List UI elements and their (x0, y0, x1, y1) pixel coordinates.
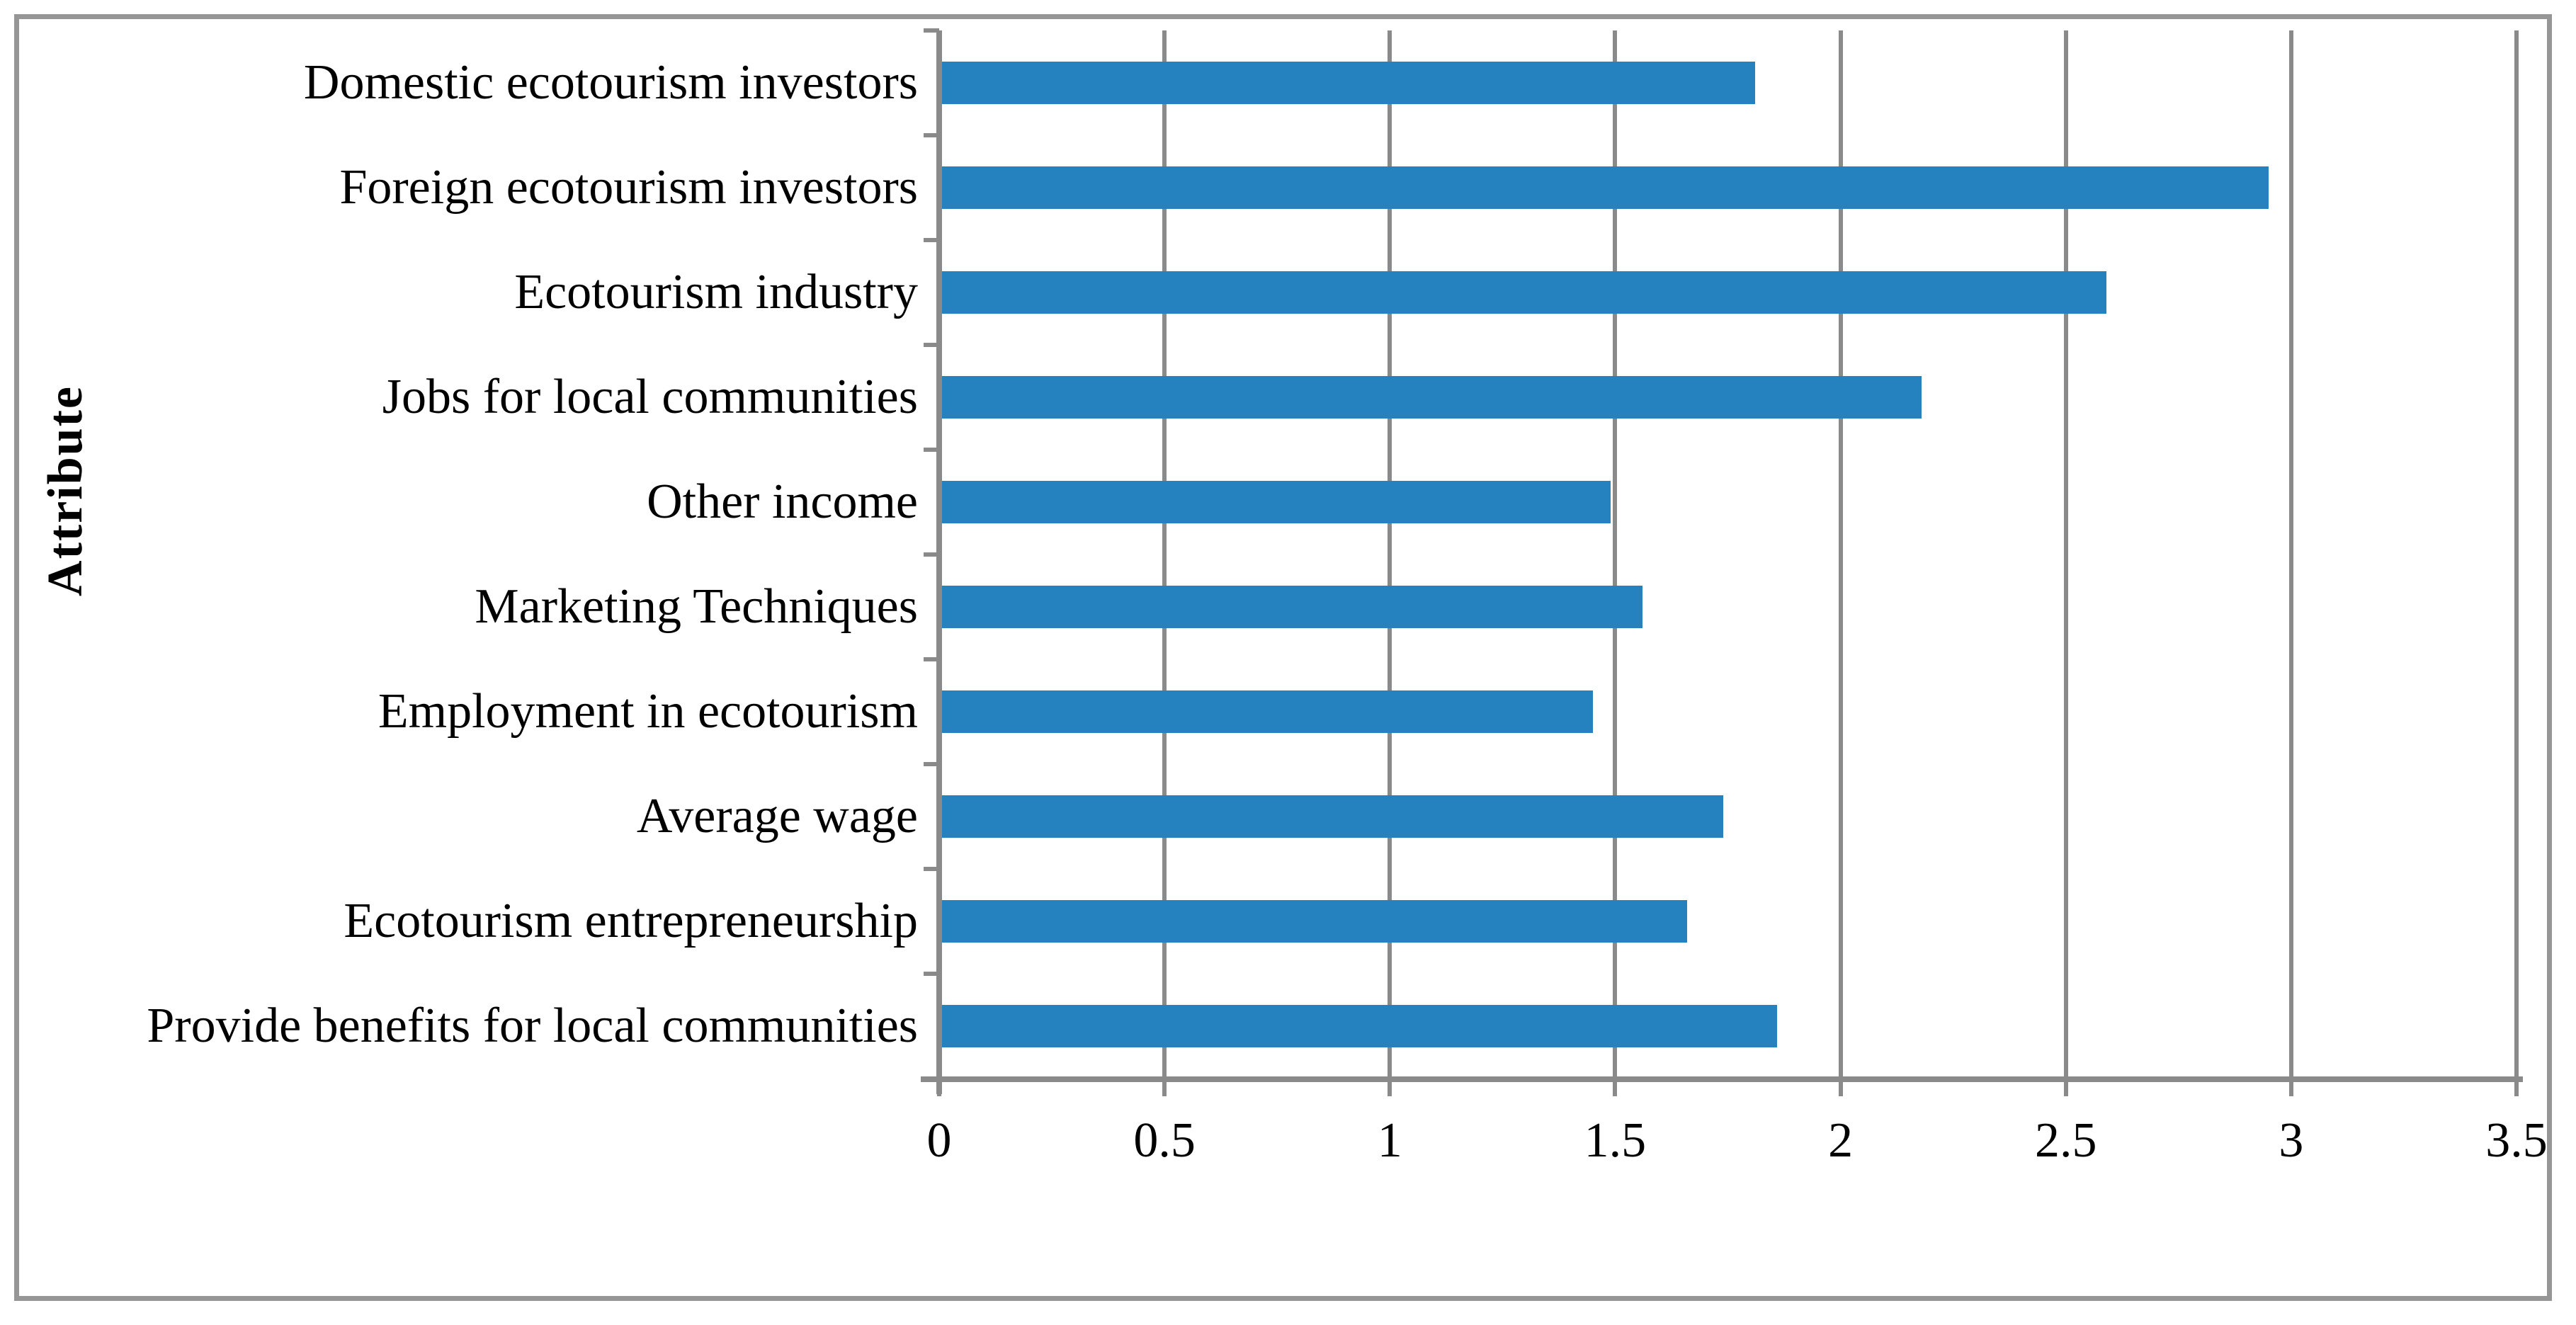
y-axis-tick (924, 238, 939, 242)
y-axis-tick (924, 867, 939, 871)
bar (939, 690, 1593, 733)
x-axis-tick (1838, 1082, 1843, 1096)
x-tick-label: 0 (926, 1113, 952, 1168)
x-tick-label: 1.5 (1584, 1113, 1647, 1168)
category-label: Employment in ecotourism (378, 684, 918, 739)
x-axis-tick (2063, 1082, 2068, 1096)
x-tick-label: 3 (2279, 1113, 2304, 1168)
bar (939, 481, 1611, 523)
gridline (1162, 30, 1167, 1079)
y-axis-tick (924, 133, 939, 137)
x-tick-label: 3.5 (2485, 1113, 2548, 1168)
y-axis-tick (924, 1076, 939, 1081)
y-axis-tick (924, 762, 939, 766)
category-label: Domestic ecotourism investors (303, 55, 918, 110)
bar (939, 271, 2106, 314)
category-label: Average wage (636, 789, 918, 843)
bar (939, 376, 1922, 419)
category-labels-column: Domestic ecotourism investors Foreign eco… (28, 30, 918, 1079)
x-tick-label: 2.5 (2034, 1113, 2097, 1168)
y-axis-tick (924, 552, 939, 557)
y-axis-tick (924, 657, 939, 661)
category-label: Ecotourism industry (514, 265, 918, 319)
x-axis-tick (1613, 1082, 1618, 1096)
y-axis-tick (924, 343, 939, 347)
bar (939, 62, 1755, 104)
bar (939, 900, 1688, 943)
gridline (2288, 30, 2293, 1079)
bar (939, 166, 2269, 209)
y-axis-tick (924, 448, 939, 452)
gridline (2063, 30, 2068, 1079)
gridline (2514, 30, 2519, 1079)
x-axis-tick (2288, 1082, 2293, 1096)
y-axis-line (936, 30, 942, 1094)
category-label: Ecotourism entrepreneurship (344, 894, 918, 948)
x-tick-label: 0.5 (1133, 1113, 1196, 1168)
x-tick-label: 1 (1377, 1113, 1402, 1168)
gridline (1838, 30, 1843, 1079)
category-label: Foreign ecotourism investors (339, 160, 918, 215)
gridline (1613, 30, 1618, 1079)
bar (939, 586, 1642, 628)
x-axis-line (921, 1076, 2523, 1082)
chart-outer-frame (14, 14, 2552, 1301)
x-tick-label: 2 (1828, 1113, 1854, 1168)
y-axis-tick (924, 28, 939, 33)
x-tick-labels-row: 0 0.5 1 1.5 2 2.5 3 3.5 (927, 1113, 2548, 1177)
x-axis-tick (1388, 1082, 1392, 1096)
category-label: Other income (647, 474, 918, 529)
bar (939, 1005, 1778, 1047)
x-axis-tick (1162, 1082, 1167, 1096)
category-label: Marketing Techniques (475, 579, 918, 634)
category-label: Provide benefits for local communities (147, 999, 918, 1053)
gridline (1388, 30, 1392, 1079)
x-axis-tick (2514, 1082, 2519, 1096)
x-axis-tick (937, 1082, 941, 1096)
plot-area (939, 30, 2519, 1079)
category-label: Jobs for local communities (382, 370, 918, 424)
y-axis-tick (924, 972, 939, 976)
bar (939, 795, 1724, 838)
